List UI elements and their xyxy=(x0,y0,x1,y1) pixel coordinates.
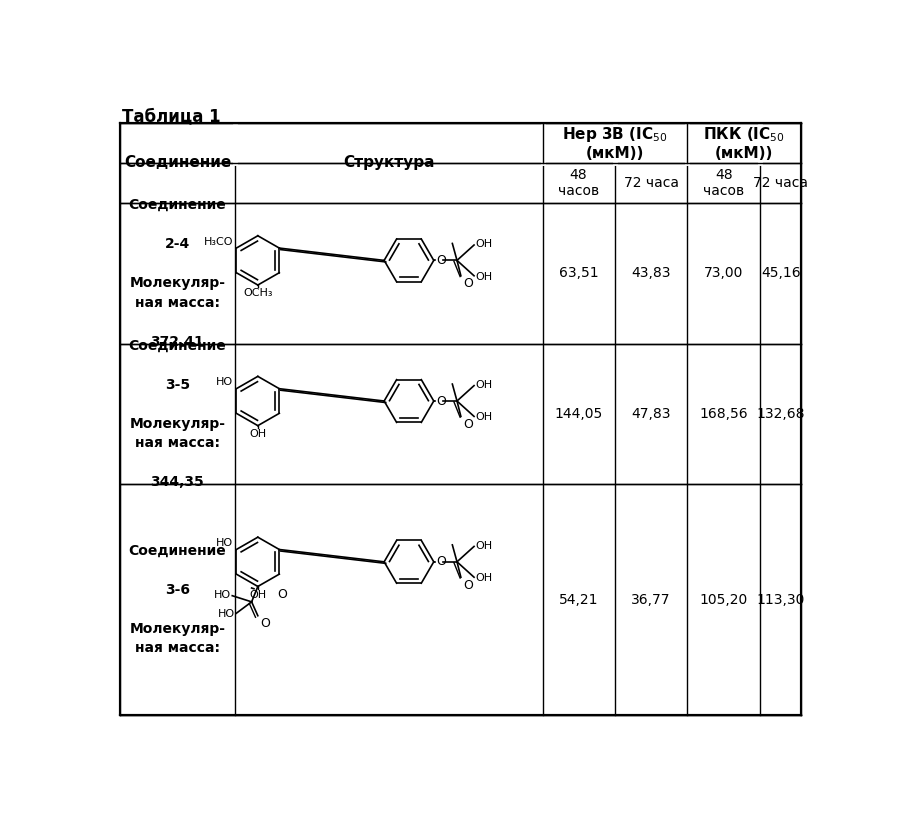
Text: Таблица 1: Таблица 1 xyxy=(121,106,220,124)
Text: OH: OH xyxy=(476,573,493,583)
Text: 47,83: 47,83 xyxy=(631,407,671,421)
Text: O: O xyxy=(436,395,446,408)
Text: Соединение

3-6

Молекуляр-
ная масса:: Соединение 3-6 Молекуляр- ная масса: xyxy=(129,544,227,655)
Text: Соединение: Соединение xyxy=(124,156,231,170)
Text: HO: HO xyxy=(218,609,235,619)
Text: Соединение

3-5

Молекуляр-
ная масса:

344,35: Соединение 3-5 Молекуляр- ная масса: 344… xyxy=(129,339,227,489)
Text: OH: OH xyxy=(476,541,493,550)
Text: H₃CO: H₃CO xyxy=(204,237,233,247)
Text: 132,68: 132,68 xyxy=(757,407,806,421)
Text: O: O xyxy=(463,278,473,291)
Text: HO: HO xyxy=(216,378,233,387)
Text: O: O xyxy=(436,555,446,568)
Text: 48
часов: 48 часов xyxy=(703,168,744,198)
Text: 168,56: 168,56 xyxy=(699,407,748,421)
Text: OH: OH xyxy=(476,272,493,282)
Text: OH: OH xyxy=(476,380,493,390)
Text: OH: OH xyxy=(476,239,493,249)
Text: HO: HO xyxy=(214,590,231,600)
Text: OCH₃: OCH₃ xyxy=(243,288,272,298)
Text: Нер 3В (IC$_{50}$
(мкМ)): Нер 3В (IC$_{50}$ (мкМ)) xyxy=(562,124,668,161)
Text: HO: HO xyxy=(216,538,233,548)
Text: 144,05: 144,05 xyxy=(555,407,602,421)
Text: O: O xyxy=(260,618,270,631)
Text: OH: OH xyxy=(476,412,493,422)
Text: ПКК (IC$_{50}$
(мкМ)): ПКК (IC$_{50}$ (мкМ)) xyxy=(703,124,786,161)
Text: 36,77: 36,77 xyxy=(631,593,671,607)
Text: O: O xyxy=(277,588,287,601)
Text: OH: OH xyxy=(249,590,266,600)
Text: Соединение

2-4

Молекуляр-
ная масса:

372,41: Соединение 2-4 Молекуляр- ная масса: 372… xyxy=(129,198,227,349)
Text: O: O xyxy=(436,254,446,267)
Text: OH: OH xyxy=(249,428,266,439)
Text: 105,20: 105,20 xyxy=(699,593,748,607)
Text: 73,00: 73,00 xyxy=(704,266,743,280)
Text: 43,83: 43,83 xyxy=(631,266,671,280)
Text: 72 часа: 72 часа xyxy=(753,176,808,190)
Text: O: O xyxy=(463,418,473,431)
Text: 63,51: 63,51 xyxy=(558,266,599,280)
Text: O: O xyxy=(463,579,473,592)
Text: 54,21: 54,21 xyxy=(559,593,599,607)
Text: 113,30: 113,30 xyxy=(757,593,805,607)
Text: 72 часа: 72 часа xyxy=(624,176,679,190)
Text: Структура: Структура xyxy=(343,156,434,170)
Text: 45,16: 45,16 xyxy=(761,266,801,280)
Text: 48
часов: 48 часов xyxy=(558,168,599,198)
